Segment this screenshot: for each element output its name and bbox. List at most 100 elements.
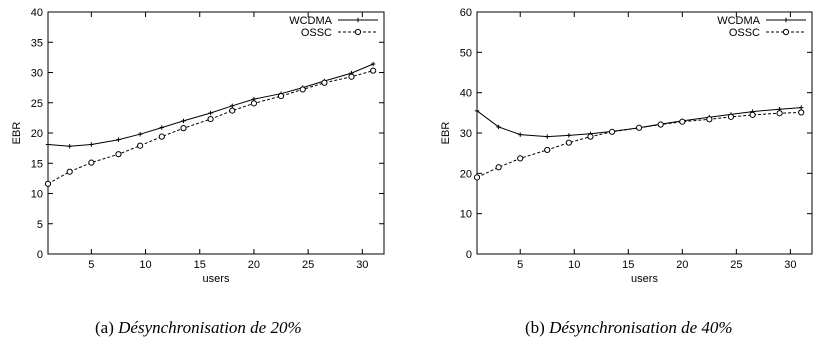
x-tick-label: 25	[302, 259, 314, 271]
y-tick-label: 0	[466, 249, 472, 261]
data-point-wcdma	[89, 142, 94, 147]
data-point-wcdma	[566, 133, 572, 138]
data-point-ossc	[370, 67, 377, 74]
data-point-wcdma	[496, 124, 501, 130]
y-tick-label: 5	[37, 219, 43, 231]
data-point-ossc	[608, 128, 616, 135]
data-point-ossc	[473, 174, 481, 181]
data-point-ossc	[635, 124, 643, 131]
data-point-ossc	[587, 133, 594, 140]
y-tick-label: 10	[460, 209, 472, 221]
data-point-wcdma	[67, 144, 72, 149]
y-tick-label: 25	[31, 98, 43, 110]
data-point-ossc	[727, 113, 735, 120]
x-tick-label: 5	[88, 259, 94, 271]
data-point-ossc	[321, 79, 328, 86]
data-point-ossc	[517, 155, 524, 162]
data-point-wcdma	[181, 118, 186, 124]
data-point-wcdma	[116, 137, 121, 142]
x-tick-label: 5	[517, 259, 523, 271]
data-point-ossc	[679, 118, 686, 125]
x-tick-label: 30	[356, 259, 368, 271]
data-point-wcdma	[137, 132, 143, 137]
legend-label-wcdma: WCDMA	[717, 15, 760, 27]
x-tick-label: 10	[139, 259, 151, 271]
legend-label-ossc: OSSC	[301, 27, 332, 39]
data-point-ossc	[158, 133, 165, 140]
caption-a-label: (a)	[95, 318, 114, 337]
data-point-ossc	[207, 115, 214, 123]
plot-frame	[47, 11, 385, 255]
data-point-ossc	[544, 146, 551, 154]
y-axis-title: EBR	[440, 122, 452, 145]
legend-label-ossc: OSSC	[729, 27, 760, 39]
data-point-ossc	[299, 86, 306, 93]
caption-b-label: (b)	[525, 318, 545, 337]
caption-b: (b) Désynchronisation de 40%	[525, 318, 733, 338]
data-point-ossc	[749, 111, 756, 118]
x-tick-label: 30	[784, 259, 796, 271]
legend-marker-wcdma	[355, 17, 361, 23]
y-tick-label: 40	[460, 88, 472, 100]
data-point-ossc	[115, 151, 122, 158]
data-point-ossc	[44, 180, 52, 187]
caption-a: (a) Désynchronisation de 20%	[95, 318, 302, 338]
data-point-wcdma	[474, 108, 480, 114]
data-point-ossc	[137, 142, 144, 149]
data-point-ossc	[250, 100, 258, 107]
data-point-ossc	[66, 168, 73, 175]
data-point-ossc	[495, 164, 502, 171]
data-point-wcdma	[370, 61, 376, 67]
chart-a: 0 5 10 15 20 25 30 35 40 5 10 15 20 25 30 users EBR WCDMA…	[11, 7, 385, 285]
chart-b: 0 10 20 30 40 50 60 5 10 15 20 25 30 users EBR WCDMAOSS…	[440, 7, 813, 285]
x-tick-label: 25	[730, 259, 742, 271]
data-point-ossc	[706, 116, 713, 123]
data-point-wcdma	[798, 105, 804, 110]
x-tick-label: 10	[568, 259, 580, 271]
y-tick-label: 20	[31, 128, 43, 140]
y-tick-label: 30	[460, 128, 472, 140]
x-axis-title: users	[631, 273, 658, 285]
data-point-ossc	[798, 109, 805, 116]
data-point-ossc	[277, 92, 285, 100]
data-point-ossc	[776, 110, 783, 117]
data-point-ossc	[657, 121, 664, 128]
legend-marker-ossc	[782, 28, 790, 36]
y-tick-label: 15	[31, 158, 43, 170]
caption-b-text: Désynchronisation de 40%	[549, 318, 733, 337]
x-tick-label: 20	[248, 259, 260, 271]
y-tick-label: 10	[31, 189, 43, 201]
y-tick-label: 60	[460, 7, 472, 19]
y-tick-label: 50	[460, 47, 472, 59]
y-tick-label: 20	[460, 168, 472, 180]
data-point-ossc	[229, 107, 236, 114]
data-point-ossc	[180, 125, 187, 132]
data-point-ossc	[88, 159, 95, 166]
x-tick-label: 15	[194, 259, 206, 271]
x-axis-title: users	[203, 273, 230, 285]
series-line-ossc	[47, 70, 374, 185]
data-point-wcdma	[518, 132, 523, 137]
legend-label-wcdma: WCDMA	[289, 15, 332, 27]
data-point-wcdma	[545, 134, 550, 139]
y-tick-label: 0	[37, 249, 43, 261]
y-tick-label: 30	[31, 68, 43, 80]
x-tick-label: 15	[622, 259, 634, 271]
series-line-wcdma	[47, 63, 374, 147]
y-tick-label: 40	[31, 7, 43, 19]
series-line-ossc	[476, 111, 802, 178]
data-point-wcdma	[208, 110, 213, 116]
caption-a-text: Désynchronisation de 20%	[118, 318, 302, 337]
legend-marker-wcdma	[783, 17, 789, 23]
plot-frame	[476, 11, 813, 255]
data-point-wcdma	[230, 103, 235, 108]
data-point-ossc	[565, 139, 572, 146]
data-point-wcdma	[45, 142, 51, 147]
y-tick-label: 35	[31, 37, 43, 49]
legend-marker-ossc	[354, 28, 362, 36]
data-point-ossc	[348, 73, 355, 80]
y-axis-title: EBR	[11, 122, 23, 145]
x-tick-label: 20	[676, 259, 688, 271]
data-point-wcdma	[159, 125, 165, 130]
